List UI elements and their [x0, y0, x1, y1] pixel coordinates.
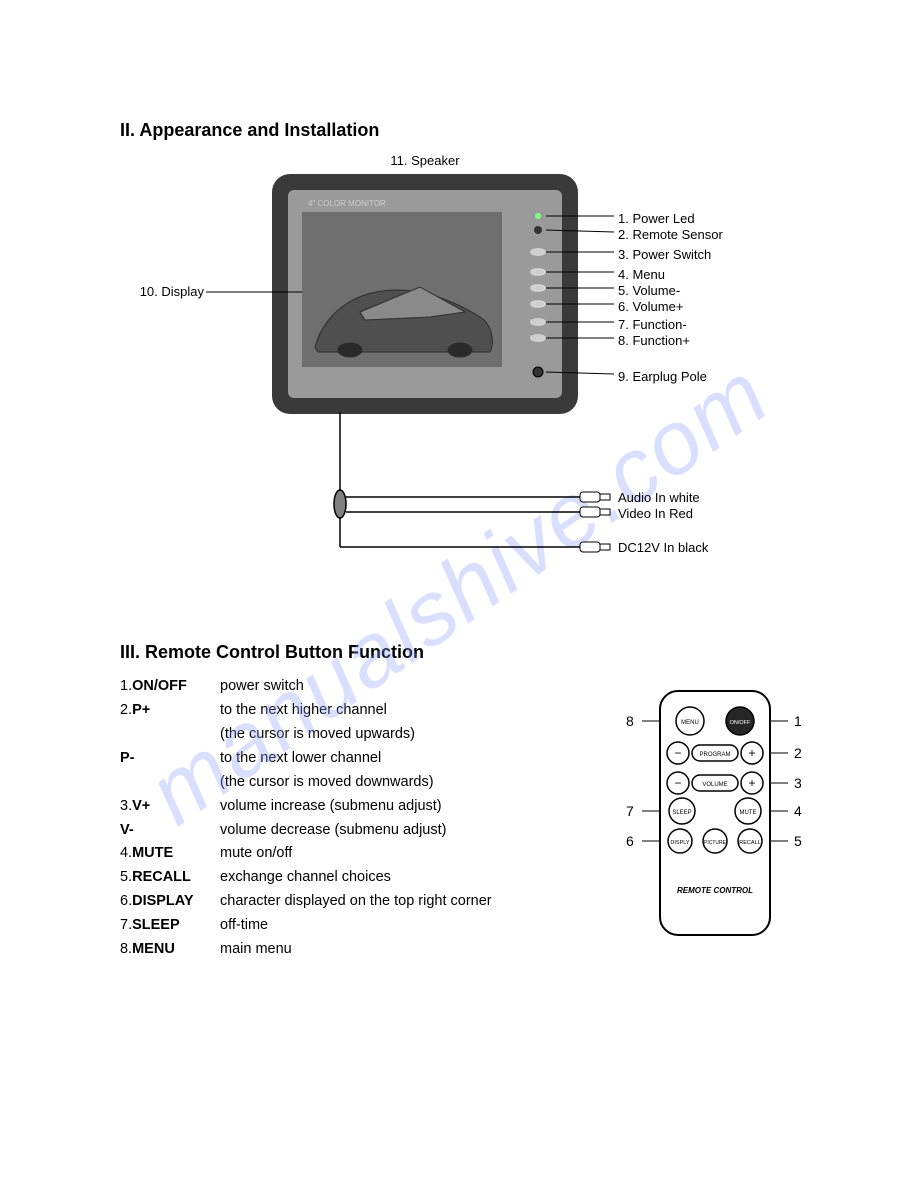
section3-body: 1.ON/OFFpower switch2.P+to the next high… [120, 675, 818, 962]
svg-text:−: − [674, 776, 681, 790]
function-desc: power switch [220, 675, 630, 699]
vol-plus-button [530, 300, 546, 308]
function-row: 8.MENUmain menu [120, 938, 630, 962]
cable-diagram [300, 412, 620, 572]
remote-caption: REMOTE CONTROL [677, 886, 753, 895]
remote-btn-program: PROGRAM [699, 752, 730, 758]
func-plus-button [530, 334, 546, 342]
remote-num-6: 6 [626, 833, 634, 849]
callout-func-plus: 8. Function+ [618, 332, 690, 350]
appearance-diagram: 4" COLOR MONITOR 1. Power Led 2. Remote … [120, 172, 818, 592]
remote-btn-sleep: SLEEP [672, 810, 691, 816]
function-key: P- [120, 747, 220, 771]
function-row-cont: (the cursor is moved downwards) [120, 771, 630, 795]
remote-function-list: 1.ON/OFFpower switch2.P+to the next high… [120, 675, 630, 962]
connector-video-label: Video In Red [618, 506, 693, 521]
svg-text:−: − [674, 746, 681, 760]
remote-num-1: 1 [794, 713, 802, 729]
menu-button [530, 268, 546, 276]
function-row: 2.P+to the next higher channel [120, 699, 630, 723]
speaker-callout-label: 11. Speaker [275, 153, 575, 168]
callout-power-led: 1. Power Led [618, 210, 695, 228]
svg-text:+: + [748, 746, 755, 760]
function-desc: to the next lower channel [220, 747, 630, 771]
function-key: 3.V+ [120, 795, 220, 819]
connector-audio-label: Audio In white [618, 490, 700, 505]
screen-model-label: 4" COLOR MONITOR [308, 199, 386, 208]
monitor-illustration: 4" COLOR MONITOR [270, 172, 580, 417]
function-desc: mute on/off [220, 842, 630, 866]
power-led-icon [535, 213, 541, 219]
leader-lines-right [546, 172, 618, 417]
remote-btn-picture: PICTURE [704, 840, 727, 846]
connector-dc-label: DC12V In black [618, 540, 708, 555]
function-desc: volume increase (submenu adjust) [220, 795, 630, 819]
leader-line-left [206, 172, 302, 417]
callout-vol-plus: 6. Volume+ [618, 298, 683, 316]
function-row: 4.MUTEmute on/off [120, 842, 630, 866]
remote-btn-menu: MENU [681, 720, 699, 726]
callout-vol-minus: 5. Volume- [618, 282, 680, 300]
power-switch-button [530, 248, 546, 256]
section3-heading: III. Remote Control Button Function [120, 642, 818, 663]
svg-text:+: + [748, 776, 755, 790]
callout-func-minus: 7. Function- [618, 316, 687, 334]
remote-num-5: 5 [794, 833, 802, 849]
callout-power-switch: 3. Power Switch [618, 246, 711, 264]
function-row: 5.RECALLexchange channel choices [120, 866, 630, 890]
vol-minus-button [530, 284, 546, 292]
callout-display: 10. Display [134, 284, 204, 299]
remote-control-diagram: MENU ON/OFF − PROGRAM + − VOLUME + SLEEP… [620, 683, 810, 943]
callout-earplug: 9. Earplug Pole [618, 368, 707, 386]
remote-btn-display: DISPLY [670, 840, 689, 846]
function-key: 6.DISPLAY [120, 890, 220, 914]
function-key: 7.SLEEP [120, 914, 220, 938]
remote-btn-recall: RECALL [739, 840, 760, 846]
function-desc: off-time [220, 914, 630, 938]
function-row: 7.SLEEPoff-time [120, 914, 630, 938]
remote-btn-mute: MUTE [740, 810, 757, 816]
remote-btn-volume: VOLUME [702, 782, 727, 788]
remote-num-4: 4 [794, 803, 802, 819]
remote-num-7: 7 [626, 803, 634, 819]
function-key: 1.ON/OFF [120, 675, 220, 699]
function-desc: volume decrease (submenu adjust) [220, 819, 630, 843]
function-row: 1.ON/OFFpower switch [120, 675, 630, 699]
function-row: 3.V+volume increase (submenu adjust) [120, 795, 630, 819]
remote-svg: MENU ON/OFF − PROGRAM + − VOLUME + SLEEP… [620, 683, 810, 943]
function-desc: exchange channel choices [220, 866, 630, 890]
function-key: 8.MENU [120, 938, 220, 962]
earplug-pole-icon [533, 367, 543, 377]
function-row-cont: (the cursor is moved upwards) [120, 723, 630, 747]
function-desc: character displayed on the top right cor… [220, 890, 630, 914]
function-key: 4.MUTE [120, 842, 220, 866]
func-minus-button [530, 318, 546, 326]
callout-menu: 4. Menu [618, 266, 665, 284]
function-row: P-to the next lower channel [120, 747, 630, 771]
remote-num-8: 8 [626, 713, 634, 729]
function-key: V- [120, 819, 220, 843]
remote-sensor-icon [534, 226, 542, 234]
remote-num-3: 3 [794, 775, 802, 791]
function-key: 2.P+ [120, 699, 220, 723]
function-key: 5.RECALL [120, 866, 220, 890]
function-desc: main menu [220, 938, 630, 962]
callout-remote-sensor: 2. Remote Sensor [618, 226, 723, 244]
svg-text:ON/OFF: ON/OFF [730, 720, 751, 726]
function-row: 6.DISPLAYcharacter displayed on the top … [120, 890, 630, 914]
remote-num-2: 2 [794, 745, 802, 761]
function-desc: to the next higher channel [220, 699, 630, 723]
section2-heading: II. Appearance and Installation [120, 120, 818, 141]
function-row: V-volume decrease (submenu adjust) [120, 819, 630, 843]
